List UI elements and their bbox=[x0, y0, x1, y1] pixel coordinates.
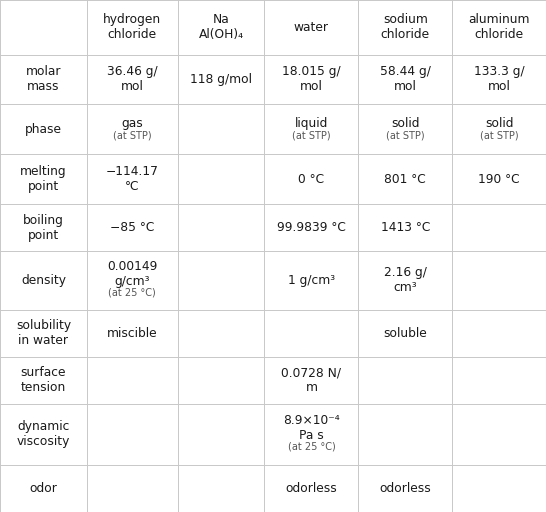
Text: 133.3 g/
mol: 133.3 g/ mol bbox=[474, 66, 524, 94]
Text: gas: gas bbox=[121, 117, 143, 130]
Text: 58.44 g/
mol: 58.44 g/ mol bbox=[380, 66, 431, 94]
Text: 190 °C: 190 °C bbox=[478, 173, 520, 186]
Text: 0.00149
g/cm³: 0.00149 g/cm³ bbox=[107, 260, 157, 288]
Text: −114.17
°C: −114.17 °C bbox=[106, 165, 159, 193]
Text: (at STP): (at STP) bbox=[386, 130, 425, 140]
Text: water: water bbox=[294, 21, 329, 34]
Text: density: density bbox=[21, 274, 66, 287]
Text: hydrogen
chloride: hydrogen chloride bbox=[103, 13, 161, 41]
Text: liquid: liquid bbox=[295, 117, 328, 130]
Text: aluminum
chloride: aluminum chloride bbox=[468, 13, 530, 41]
Text: melting
point: melting point bbox=[20, 165, 67, 193]
Text: 36.46 g/
mol: 36.46 g/ mol bbox=[107, 66, 158, 94]
Text: 1413 °C: 1413 °C bbox=[381, 221, 430, 234]
Text: miscible: miscible bbox=[107, 327, 158, 339]
Text: dynamic
viscosity: dynamic viscosity bbox=[17, 420, 70, 449]
Text: 8.9×10⁻⁴
Pa s: 8.9×10⁻⁴ Pa s bbox=[283, 414, 340, 442]
Text: odorless: odorless bbox=[286, 482, 337, 495]
Text: solubility
in water: solubility in water bbox=[16, 319, 71, 347]
Text: soluble: soluble bbox=[383, 327, 427, 339]
Text: phase: phase bbox=[25, 123, 62, 136]
Text: 118 g/mol: 118 g/mol bbox=[190, 73, 252, 86]
Text: −85 °C: −85 °C bbox=[110, 221, 155, 234]
Text: sodium
chloride: sodium chloride bbox=[381, 13, 430, 41]
Text: 0.0728 N/
m: 0.0728 N/ m bbox=[281, 366, 341, 394]
Text: 2.16 g/
cm³: 2.16 g/ cm³ bbox=[384, 266, 426, 294]
Text: boiling
point: boiling point bbox=[23, 214, 64, 242]
Text: 0 °C: 0 °C bbox=[298, 173, 324, 186]
Text: (at 25 °C): (at 25 °C) bbox=[288, 441, 335, 451]
Text: solid: solid bbox=[485, 117, 513, 130]
Text: (at STP): (at STP) bbox=[292, 130, 331, 140]
Text: Na
Al(OH)₄: Na Al(OH)₄ bbox=[199, 13, 244, 41]
Text: odor: odor bbox=[29, 482, 57, 495]
Text: 99.9839 °C: 99.9839 °C bbox=[277, 221, 346, 234]
Text: 18.015 g/
mol: 18.015 g/ mol bbox=[282, 66, 341, 94]
Text: 1 g/cm³: 1 g/cm³ bbox=[288, 274, 335, 287]
Text: surface
tension: surface tension bbox=[21, 366, 66, 394]
Text: molar
mass: molar mass bbox=[26, 66, 61, 94]
Text: (at 25 °C): (at 25 °C) bbox=[108, 287, 156, 297]
Text: solid: solid bbox=[391, 117, 419, 130]
Text: (at STP): (at STP) bbox=[480, 130, 518, 140]
Text: 801 °C: 801 °C bbox=[384, 173, 426, 186]
Text: odorless: odorless bbox=[379, 482, 431, 495]
Text: (at STP): (at STP) bbox=[113, 130, 152, 140]
